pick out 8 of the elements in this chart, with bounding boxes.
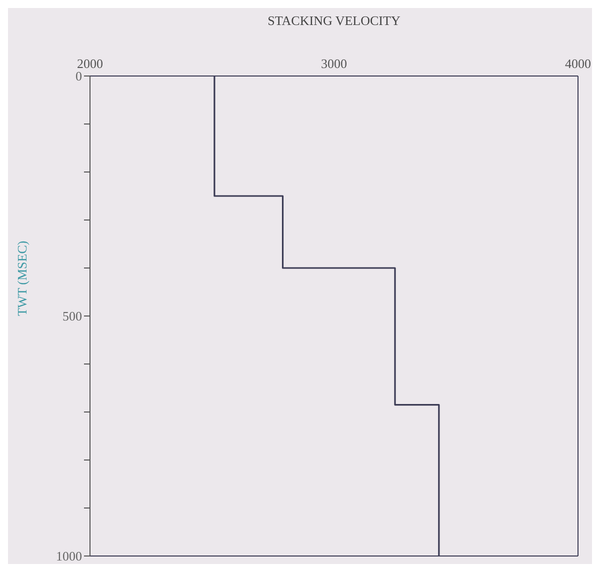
x-axis-title: STACKING VELOCITY <box>268 13 401 28</box>
y-axis-title: TWT (MSEC) <box>14 240 30 316</box>
x-tick-label: 2000 <box>77 56 103 71</box>
y-tick-label: 1000 <box>56 548 82 564</box>
x-tick-label: 3000 <box>321 56 347 71</box>
y-tick-label: 500 <box>62 308 82 324</box>
x-tick-label: 4000 <box>565 56 591 71</box>
y-tick-label: 0 <box>76 68 82 84</box>
